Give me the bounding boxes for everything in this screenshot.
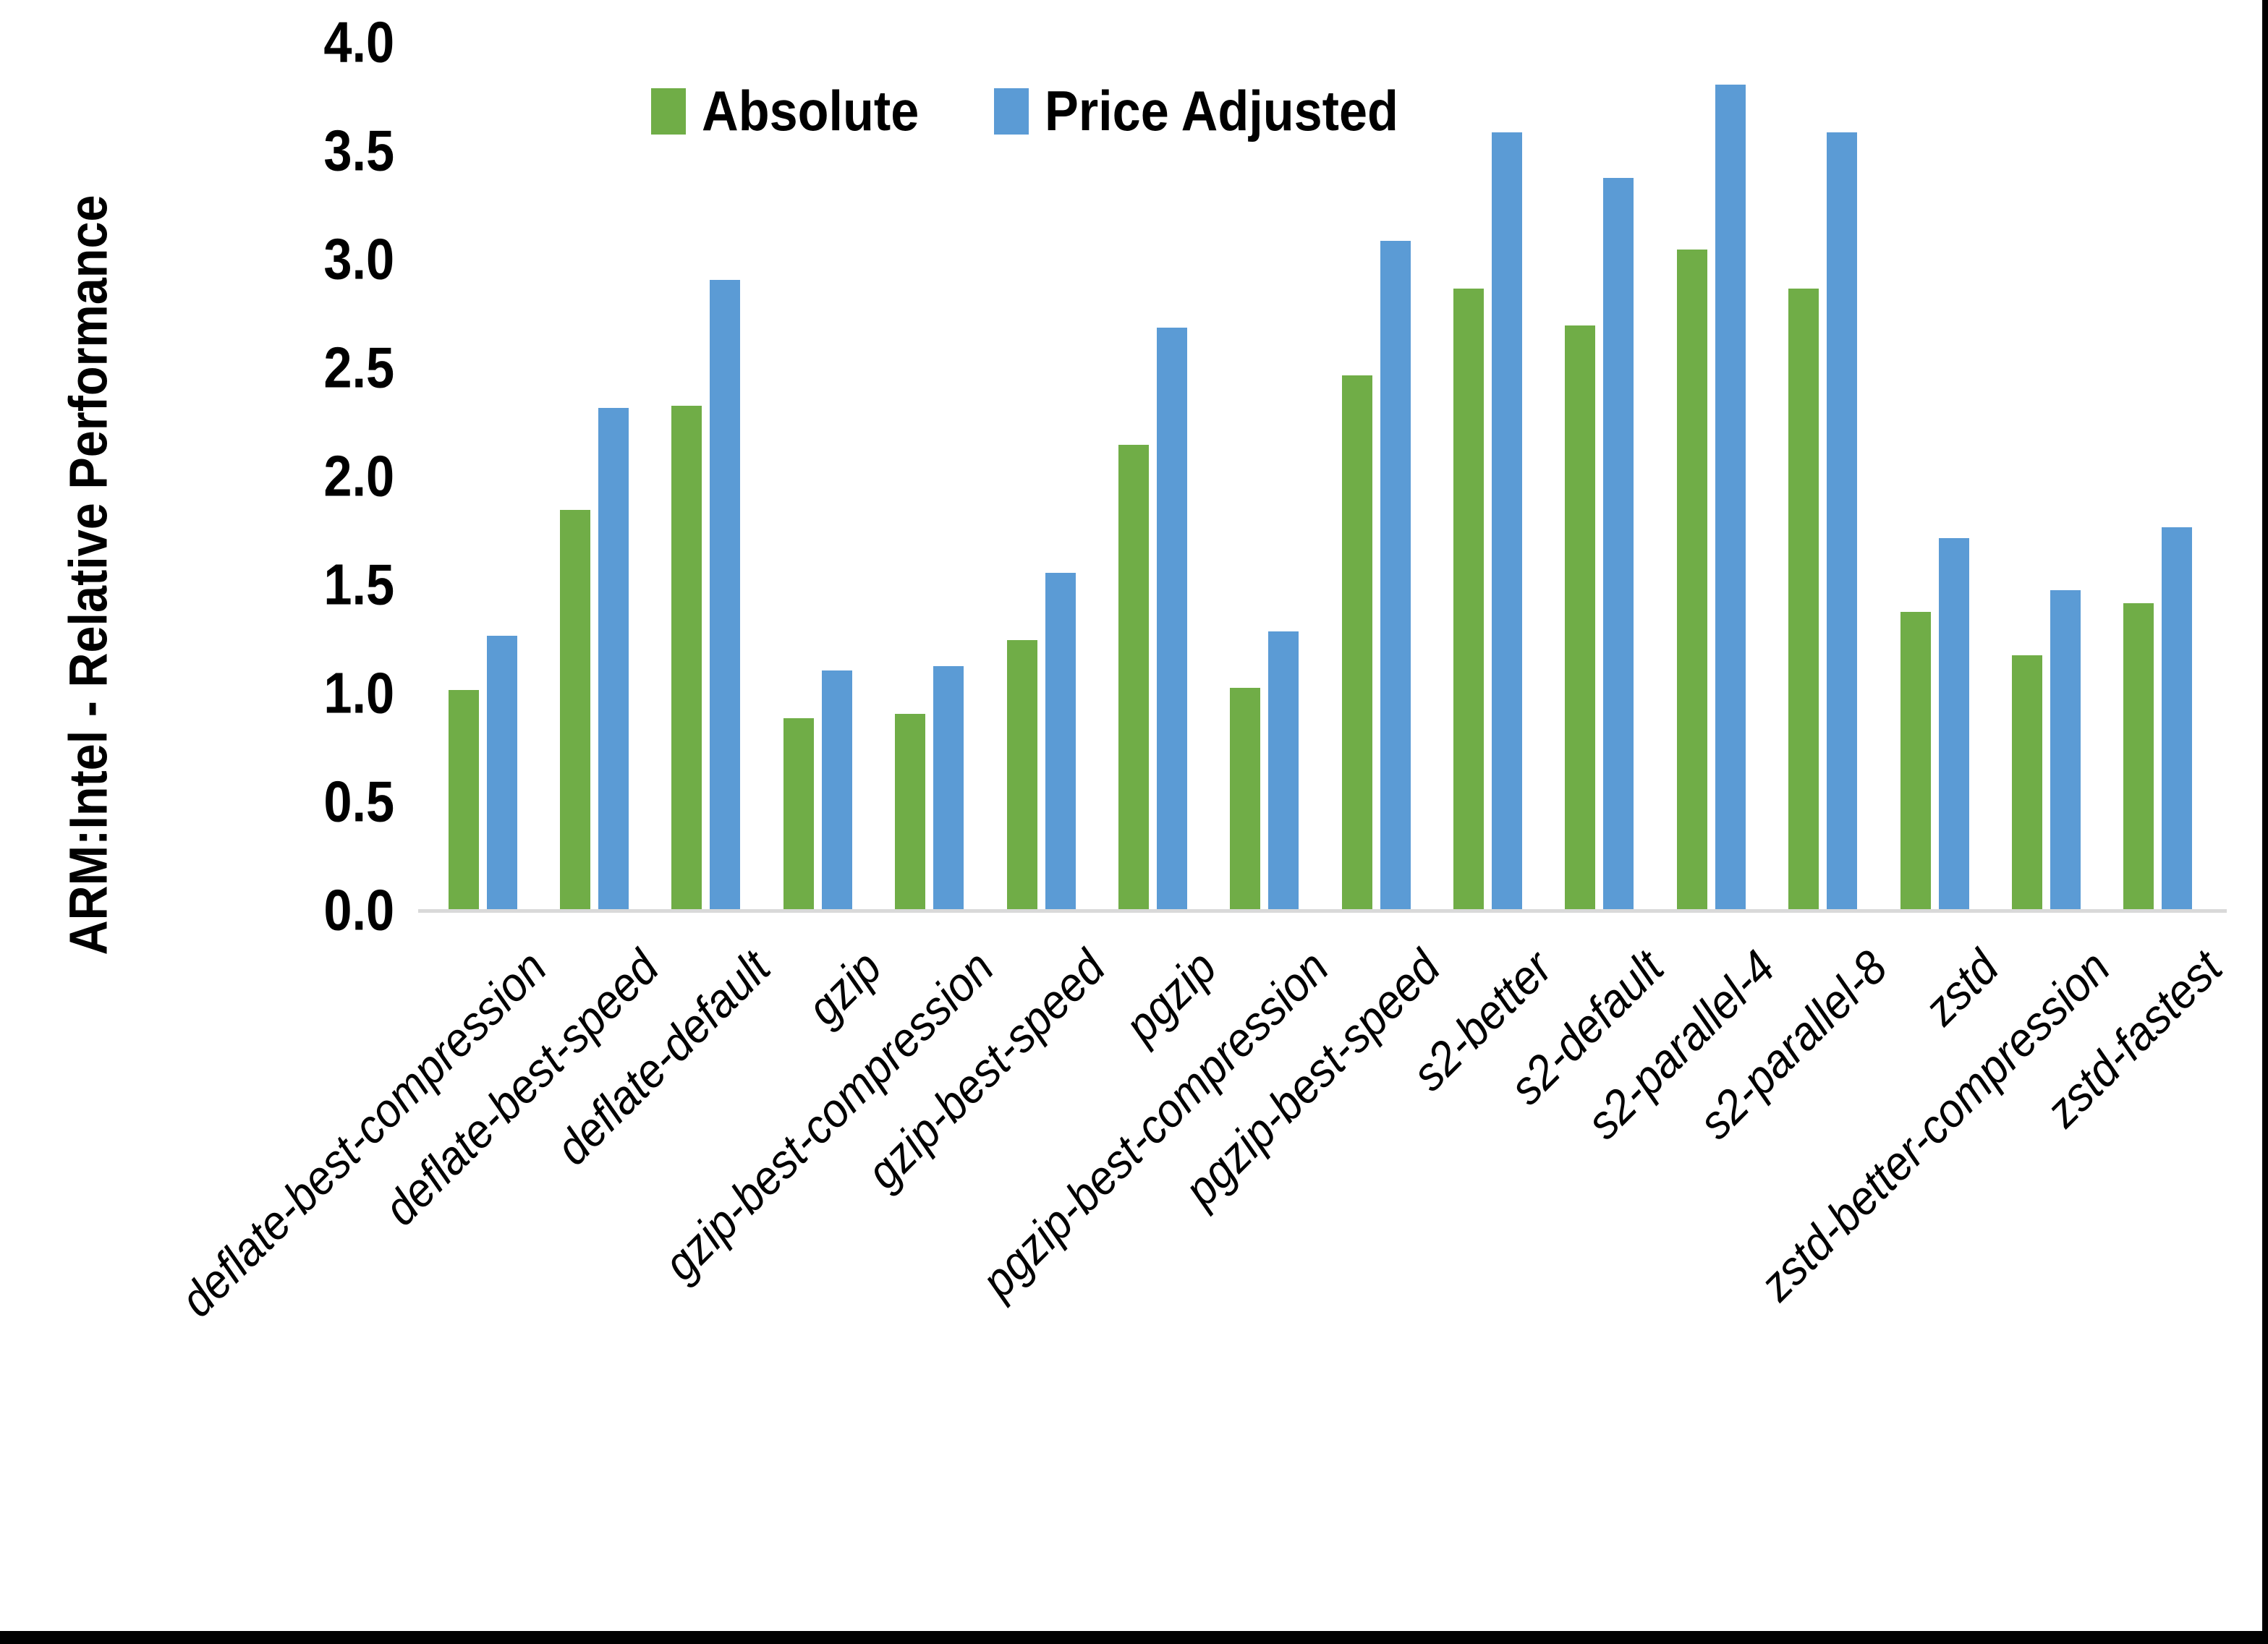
y-tick-label-text: 2.0: [323, 443, 394, 508]
bar-group-zstd: [1879, 43, 1990, 911]
y-tick-label-text: 1.0: [323, 660, 394, 725]
bar-s2-parallel-4-price-adjusted: [1715, 85, 1746, 911]
y-tick-label: 0.0: [0, 881, 394, 939]
bar-zstd-better-compression-price-adjusted: [2050, 590, 2081, 911]
bar-group-s2-parallel-8: [1767, 43, 1879, 911]
y-tick-label: 2.0: [0, 447, 394, 505]
bar-s2-better-absolute: [1453, 289, 1485, 911]
bar-s2-parallel-8-price-adjusted: [1827, 132, 1858, 911]
bar-deflate-best-speed-price-adjusted: [598, 408, 629, 911]
y-tick-label-text: 3.0: [323, 226, 394, 291]
bar-pgzip-best-compression-absolute: [1230, 688, 1261, 911]
bar-group-gzip-best-speed: [985, 43, 1097, 911]
bar-group-deflate-best-speed: [538, 43, 650, 911]
y-tick-label: 0.5: [0, 772, 394, 830]
y-tick-label-text: 4.0: [323, 9, 394, 74]
bar-gzip-best-compression-price-adjusted: [933, 666, 964, 911]
screen-border-right: [2262, 0, 2268, 1644]
bar-deflate-best-speed-absolute: [560, 510, 591, 911]
bar-zstd-price-adjusted: [1938, 538, 1969, 911]
y-tick-label-text: 2.5: [323, 335, 394, 400]
y-tick-label-text: 0.5: [323, 769, 394, 834]
bar-group-deflate-default: [650, 43, 762, 911]
bar-zstd-better-compression-absolute: [2011, 655, 2042, 911]
bar-pgzip-absolute: [1118, 445, 1149, 911]
legend-label: Absolute: [702, 79, 919, 142]
legend: Absolute Price Adjusted: [651, 78, 1437, 144]
bar-zstd-absolute: [1900, 612, 1931, 911]
bar-pgzip-price-adjusted: [1156, 328, 1187, 911]
y-tick-label: 4.0: [0, 13, 394, 71]
bar-gzip-price-adjusted: [821, 670, 852, 911]
legend-label: Price Adjusted: [1044, 79, 1398, 142]
legend-item-absolute: Absolute: [651, 78, 943, 144]
bar-s2-default-absolute: [1565, 325, 1596, 911]
bar-pgzip-best-compression-price-adjusted: [1268, 631, 1299, 911]
y-tick-label: 1.0: [0, 664, 394, 722]
bar-deflate-best-compression-absolute: [448, 690, 479, 911]
y-tick-label-text: 3.5: [323, 118, 394, 183]
y-axis-tick-labels: 0.0 0.5 1.0 1.5 2.0 2.5 3.0 3.5 4.0: [0, 13, 394, 939]
y-tick-label: 2.5: [0, 338, 394, 396]
y-tick-label: 3.0: [0, 230, 394, 288]
screen-border-bottom: [0, 1631, 2268, 1644]
bar-pgzip-best-speed-price-adjusted: [1380, 241, 1411, 911]
bar-group-gzip: [762, 43, 873, 911]
bar-groups: [427, 43, 2214, 911]
bar-zstd-fastest-price-adjusted: [2162, 527, 2193, 911]
bar-gzip-best-speed-price-adjusted: [1045, 573, 1076, 911]
legend-item-price-adjusted: Price Adjusted: [993, 78, 1437, 144]
bar-gzip-best-compression-absolute: [895, 714, 926, 911]
bar-deflate-default-price-adjusted: [710, 280, 741, 911]
bar-group-gzip-best-compression: [874, 43, 985, 911]
bar-deflate-best-compression-price-adjusted: [486, 636, 517, 911]
y-tick-label-text: 1.5: [323, 552, 394, 617]
bar-zstd-fastest-absolute: [2123, 603, 2154, 911]
bar-group-s2-better: [1432, 43, 1543, 911]
bar-group-pgzip-best-speed: [1320, 43, 1432, 911]
bar-group-deflate-best-compression: [427, 43, 538, 911]
y-tick-label: 1.5: [0, 555, 394, 613]
bar-gzip-absolute: [783, 718, 814, 911]
x-axis-line: [418, 909, 2227, 913]
bar-group-s2-parallel-4: [1655, 43, 1767, 911]
bar-s2-default-price-adjusted: [1603, 178, 1634, 911]
y-tick-label-text: 0.0: [323, 877, 394, 942]
bar-group-zstd-better-compression: [1990, 43, 2102, 911]
y-tick-label: 3.5: [0, 122, 394, 179]
bar-deflate-default-absolute: [671, 406, 702, 911]
bar-group-pgzip-best-compression: [1209, 43, 1320, 911]
bar-gzip-best-speed-absolute: [1006, 640, 1037, 911]
bar-pgzip-best-speed-absolute: [1341, 375, 1372, 911]
legend-swatch-icon: [651, 88, 686, 135]
bar-group-zstd-fastest: [2102, 43, 2214, 911]
legend-swatch-icon: [993, 88, 1029, 135]
plot-area: [418, 43, 2227, 913]
bar-s2-parallel-8-absolute: [1788, 289, 1819, 911]
bar-group-s2-default: [1544, 43, 1655, 911]
bar-s2-parallel-4-absolute: [1676, 250, 1707, 911]
bar-group-pgzip: [1097, 43, 1208, 911]
bar-s2-better-price-adjusted: [1492, 132, 1523, 911]
